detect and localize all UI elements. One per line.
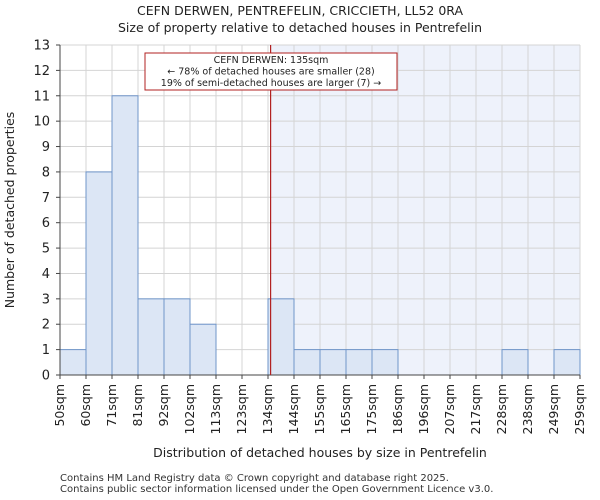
histogram-bar [371,349,399,376]
x-tick-label: 102sqm [182,384,197,434]
histogram-bar [553,349,581,376]
x-tick-label: 60sqm [78,384,93,427]
y-axis-label: Number of detached properties [2,112,17,309]
x-tick-label: 92sqm [156,384,171,427]
y-tick-label: 4 [42,267,50,282]
x-axis-label: Distribution of detached houses by size … [153,445,487,460]
y-tick-label: 8 [42,165,50,180]
x-tick-label: 259sqm [572,384,587,434]
x-tick-label: 249sqm [546,384,561,434]
histogram-bar [293,349,321,376]
x-tick-label: 165sqm [338,384,353,434]
x-tick-label: 81sqm [130,384,145,427]
histogram-bar [85,171,113,376]
y-tick-label: 10 [33,115,50,130]
y-tick-label: 0 [42,369,50,384]
footer-line-2: Contains public sector information licen… [60,484,494,495]
annotation-line-3: 19% of semi-detached houses are larger (… [161,78,381,89]
x-tick-label: 50sqm [52,384,67,427]
histogram-bar [111,95,139,376]
x-tick-label: 175sqm [364,384,379,434]
y-tick-label: 5 [42,242,50,257]
x-tick-label: 134sqm [260,384,275,434]
x-tick-label: 123sqm [234,384,249,434]
y-tick-label: 13 [33,39,50,54]
histogram-bar [345,349,373,376]
y-tick-label: 1 [42,343,50,358]
x-tick-label: 144sqm [286,384,301,434]
chart-subtitle: Size of property relative to detached ho… [117,20,483,35]
histogram-bar [163,298,191,376]
y-tick-label: 6 [42,216,50,231]
footer-line-1: Contains HM Land Registry data © Crown c… [60,473,449,484]
x-tick-label: 186sqm [390,384,405,434]
histogram-bar [267,298,295,376]
x-tick-label: 207sqm [442,384,457,434]
x-tick-label: 228sqm [494,384,509,434]
y-tick-label: 12 [33,64,50,79]
larger-region-shade [270,45,580,375]
histogram-bar [189,323,217,376]
y-tick-label: 9 [42,140,50,155]
x-tick-label: 155sqm [312,384,327,434]
x-tick-label: 113sqm [208,384,223,434]
chart-title: CEFN DERWEN, PENTREFELIN, CRICCIETH, LL5… [136,3,464,18]
x-tick-label: 238sqm [520,384,535,434]
histogram-bar [319,349,347,376]
histogram-bar [501,349,529,376]
y-tick-label: 2 [42,318,50,333]
x-tick-label: 196sqm [416,384,431,434]
histogram-bar [137,298,165,376]
annotation-line-1: CEFN DERWEN: 135sqm [214,55,329,66]
annotation-line-2: ← 78% of detached houses are smaller (28… [167,67,374,78]
annotation-box [144,52,398,91]
y-tick-label: 7 [42,191,50,206]
y-tick-label: 3 [42,292,50,307]
x-tick-label: 71sqm [104,384,119,427]
histogram-bar [59,349,87,376]
y-tick-label: 11 [33,89,50,104]
x-tick-label: 217sqm [468,384,483,434]
